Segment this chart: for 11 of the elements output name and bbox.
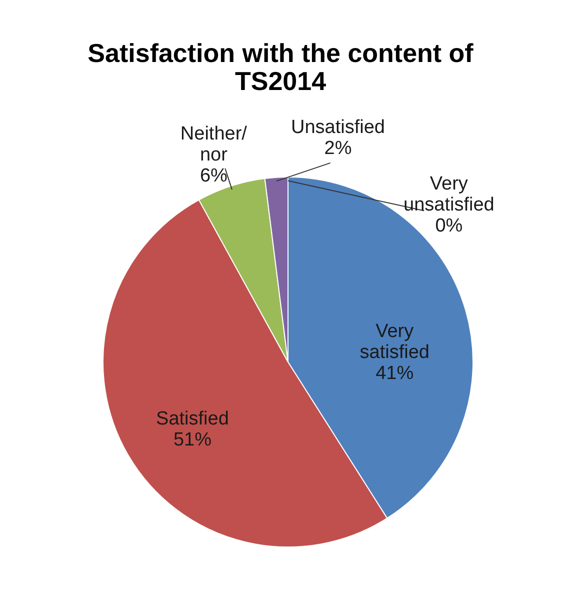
chart-title: Satisfaction with the content of TS2014 <box>88 38 474 96</box>
text: 0% <box>435 215 463 236</box>
slice-label: Satisfied <box>156 408 229 430</box>
data-label: 41% <box>376 363 414 384</box>
slice-label: Neither/ nor <box>180 123 248 166</box>
category-label: Very unsatisfied <box>404 173 494 216</box>
data-label: 51% <box>173 430 212 451</box>
data-label: 2% <box>324 138 352 159</box>
data-label: 6% <box>200 165 228 186</box>
slice-label: Very satisfied <box>360 321 430 364</box>
slice-label: Unsatisfied <box>291 116 386 138</box>
